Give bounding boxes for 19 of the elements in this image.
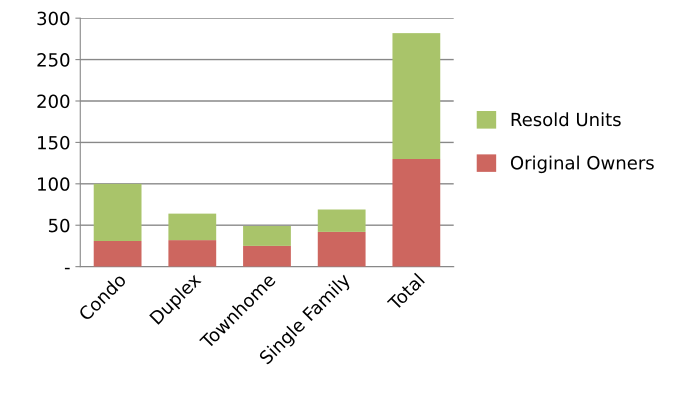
y-tick-label: - — [64, 268, 70, 270]
bar — [168, 240, 216, 267]
y-tick-label: 100 — [38, 177, 70, 191]
y-tick-label: 250 — [37, 53, 70, 67]
legend-label: Original Owners — [510, 156, 654, 174]
bar — [318, 232, 366, 267]
bar — [243, 246, 291, 267]
bar — [392, 158, 440, 267]
bar — [392, 33, 440, 159]
bar — [243, 226, 291, 246]
y-tick-label: 150 — [38, 136, 70, 150]
y-tick-label: 50 — [48, 218, 70, 232]
bar — [168, 214, 216, 240]
bar — [94, 240, 142, 267]
legend-label: Resold Units — [512, 112, 621, 126]
y-tick-label: 300 — [37, 12, 70, 26]
y-tick-label: 200 — [37, 94, 70, 108]
bar — [94, 184, 142, 241]
bar — [318, 209, 366, 232]
